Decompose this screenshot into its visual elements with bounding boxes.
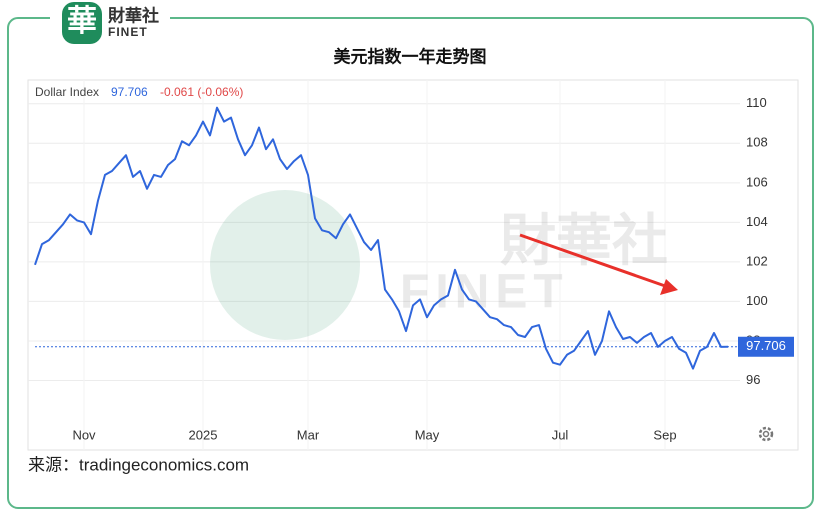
x-tick-label: Sep <box>653 427 676 442</box>
watermark-name: 財華社 <box>500 209 668 272</box>
watermark: 財華社 FINET <box>210 190 668 340</box>
legend-last: 97.706 <box>111 85 148 99</box>
y-tick-label: 104 <box>746 214 768 229</box>
x-tick-label: Mar <box>297 427 320 442</box>
chart-title: 美元指数一年走势图 <box>334 46 487 66</box>
y-tick-label: 110 <box>746 95 767 110</box>
data-line <box>34 106 729 370</box>
y-tick-label: 102 <box>746 253 768 268</box>
y-tick-label: 96 <box>746 372 760 387</box>
x-tick-label: Nov <box>72 427 96 442</box>
gear-hub <box>762 430 770 438</box>
logo-name-en: FINET <box>108 25 148 39</box>
logo-mark: 華 <box>67 4 97 39</box>
gear <box>758 426 774 442</box>
arrow-shaft <box>519 233 669 289</box>
frame <box>7 17 814 509</box>
logo-badge <box>62 2 102 44</box>
y-tick-label: 106 <box>746 174 768 189</box>
x-tick-label: 2025 <box>189 427 218 442</box>
arrow-head <box>660 279 678 295</box>
legend-change: -0.061 (-0.06%) <box>160 85 243 99</box>
settings-icon[interactable] <box>758 426 774 442</box>
x-tick-label: May <box>415 427 440 442</box>
x-tick-label: Jul <box>552 427 569 442</box>
watermark-badge <box>210 190 360 340</box>
y-tick-label: 108 <box>746 135 768 150</box>
last-value-label: 97.706 <box>746 338 786 353</box>
y-tick-label: 100 <box>746 293 768 308</box>
legend-name: Dollar Index <box>35 85 99 99</box>
source: 来源：tradingeconomics.com <box>28 455 249 474</box>
logo-name: 財華社 <box>107 5 159 25</box>
plot-panel <box>27 79 799 451</box>
last-value-box <box>738 336 794 357</box>
watermark-name-en: FINET <box>400 266 569 319</box>
